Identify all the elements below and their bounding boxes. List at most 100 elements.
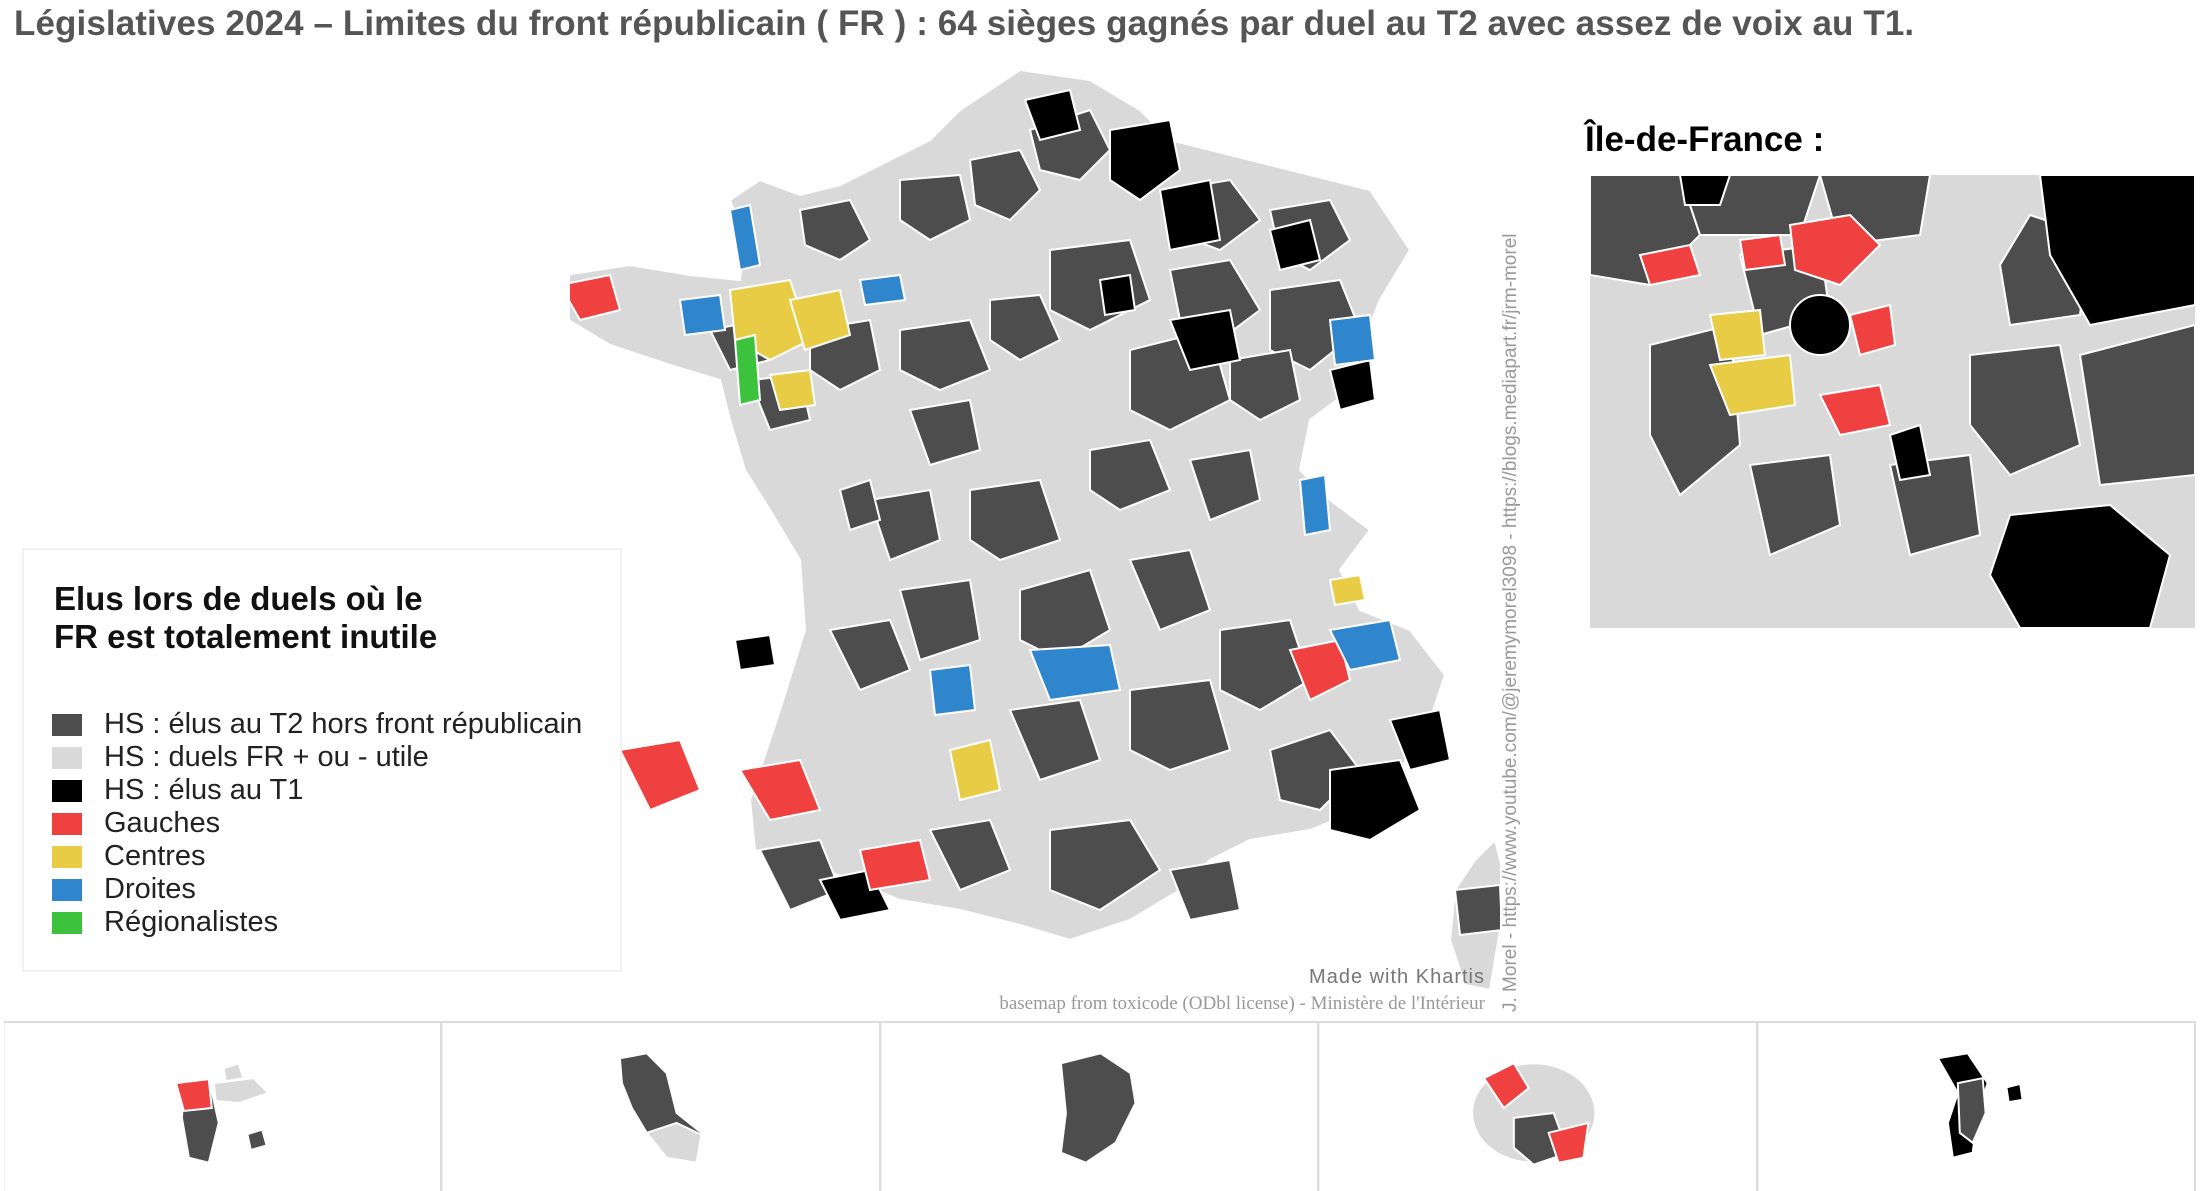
- idf-district-gauches: [1818, 383, 1892, 437]
- district-centres: [788, 288, 852, 352]
- district-droites: [928, 663, 977, 717]
- inset-reunion: [1319, 1023, 1758, 1191]
- idf-district-t1: [2038, 175, 2195, 327]
- corsica-district: [1453, 883, 1500, 937]
- district-hors-fr: [1128, 548, 1212, 632]
- district-hors-fr: [1129, 678, 1232, 772]
- district-t1: [1328, 358, 1377, 412]
- legend: Elus lors de duels où le FR est totaleme…: [22, 548, 622, 972]
- legend-item-regionalistes: Régionalistes: [52, 906, 582, 939]
- district-hors-fr: [1049, 818, 1162, 912]
- credit-basemap: basemap from toxicode (ODbl license) - M…: [999, 993, 1485, 1014]
- district-t1: [733, 633, 777, 672]
- district-regionalistes: [733, 333, 762, 407]
- district-hors-fr: [899, 173, 972, 242]
- district-t1: [1329, 758, 1422, 842]
- district-droites: [1328, 313, 1377, 367]
- district-t1: [1023, 88, 1082, 142]
- legend-item-gauches: Gauches: [52, 807, 582, 840]
- district-centres: [948, 738, 1002, 802]
- page-title: Législatives 2024 – Limites du front rép…: [14, 4, 1915, 43]
- district-droites: [678, 293, 727, 337]
- district-hors-fr: [898, 578, 982, 662]
- district-gauches: [570, 273, 622, 322]
- inset-mayotte: [1757, 1023, 2197, 1191]
- district-droites: [858, 273, 907, 307]
- legend-item-hors-fr: HS : élus au T2 hors front républicain: [52, 708, 582, 741]
- idf-district-hors-fr: [2078, 323, 2195, 487]
- legend-swatch: [52, 911, 82, 934]
- idf-title: Île-de-France :: [1585, 120, 1825, 159]
- legend-items: HS : élus au T2 hors front républicain H…: [52, 708, 582, 939]
- mayotte-map: [1935, 1052, 2022, 1159]
- district-droites: [728, 203, 762, 272]
- legend-swatch: [52, 878, 82, 901]
- district-hors-fr: [928, 818, 1012, 892]
- district-centres: [1328, 573, 1367, 607]
- idf-district-hors-fr: [1748, 453, 1842, 557]
- inset-martinique: [442, 1023, 881, 1191]
- idf-district-t1: [1988, 503, 2172, 628]
- district-hors-fr: [989, 293, 1062, 362]
- district-hors-fr: [838, 478, 882, 532]
- district-t1: [1158, 178, 1222, 252]
- paris-center: [1789, 294, 1851, 356]
- district-centres: [768, 368, 817, 412]
- idf-district-gauches: [1848, 303, 1897, 357]
- district-hors-fr: [1019, 568, 1112, 662]
- idf-district-gauches: [1738, 233, 1787, 272]
- district-t1: [1168, 308, 1242, 372]
- inset-guadeloupe: [4, 1023, 443, 1191]
- district-droites: [1298, 473, 1332, 537]
- legend-item-fr-utile: HS : duels FR + ou - utile: [52, 741, 582, 774]
- district-hors-fr: [1168, 858, 1242, 922]
- idf-district-hors-fr: [1888, 453, 1982, 557]
- district-hors-fr: [868, 488, 942, 562]
- overseas-insets: [4, 1021, 2197, 1191]
- idf-district-hors-fr: [1969, 343, 2082, 477]
- legend-title: Elus lors de duels où le FR est totaleme…: [54, 580, 438, 655]
- district-t1: [1268, 218, 1322, 272]
- martinique-map: [619, 1052, 703, 1164]
- reunion-map: [1471, 1061, 1597, 1166]
- district-hors-fr: [969, 478, 1062, 562]
- district-hors-fr: [1219, 618, 1312, 712]
- district-t1: [1109, 118, 1182, 202]
- district-gauches: [858, 838, 932, 892]
- idf-map: [1590, 175, 2195, 628]
- idf-district-centres: [1708, 353, 1797, 417]
- legend-swatch: [52, 845, 82, 868]
- guyane-map: [1059, 1052, 1137, 1164]
- credit-khartis: Made with Khartis: [1309, 966, 1485, 988]
- guadeloupe-map: [174, 1062, 271, 1164]
- district-t1: [1388, 708, 1452, 772]
- legend-item-centres: Centres: [52, 840, 582, 873]
- france-map: [570, 70, 1500, 990]
- idf-district-gauches: [1788, 213, 1882, 287]
- legend-swatch: [52, 746, 82, 769]
- inset-guyane: [880, 1023, 1320, 1191]
- legend-swatch: [52, 779, 82, 802]
- district-hors-fr: [828, 618, 912, 692]
- idf-district-centres: [1708, 308, 1767, 362]
- idf-district-t1: [1678, 175, 1732, 206]
- district-gauches: [738, 758, 822, 822]
- district-hors-fr: [899, 318, 992, 392]
- district-droites: [1028, 643, 1122, 702]
- district-hors-fr: [968, 148, 1042, 222]
- author-credit: J. Morel - https://www.youtube.com/@jere…: [1500, 233, 1521, 1013]
- district-droites: [1328, 618, 1402, 672]
- legend-swatch: [52, 713, 82, 736]
- district-t1: [1098, 273, 1137, 317]
- district-gauches: [618, 738, 702, 812]
- idf-district-gauches: [1638, 243, 1702, 287]
- legend-swatch: [52, 812, 82, 835]
- district-gauches: [1288, 638, 1352, 702]
- district-hors-fr: [798, 198, 872, 262]
- district-hors-fr: [908, 398, 982, 467]
- district-hors-fr: [1008, 698, 1102, 782]
- district-hors-fr: [1188, 448, 1262, 522]
- legend-item-droites: Droites: [52, 873, 582, 906]
- district-hors-fr: [1229, 348, 1302, 422]
- idf-district-t1: [1888, 423, 1932, 482]
